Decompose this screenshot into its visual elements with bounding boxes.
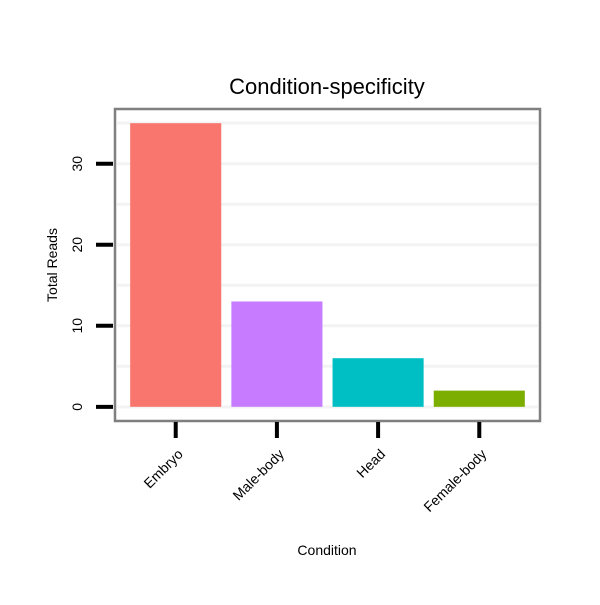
bar-embryo — [130, 123, 222, 407]
bar-female-body — [433, 390, 525, 407]
bar-head — [332, 358, 424, 407]
bar-male-body — [231, 301, 323, 407]
y-tick-label: 20 — [69, 237, 85, 253]
x-tick-label: Head — [353, 446, 388, 481]
chart-title: Condition-specificity — [229, 74, 425, 99]
y-tick-label: 30 — [69, 156, 85, 172]
y-tick-label: 0 — [69, 403, 85, 411]
x-tick-label: Female-body — [420, 446, 489, 515]
y-tick-label: 10 — [69, 318, 85, 334]
x-axis-label: Condition — [297, 542, 356, 558]
x-tick-label: Male-body — [229, 446, 287, 504]
x-tick-label: Embryo — [140, 446, 186, 492]
y-axis-label: Total Reads — [44, 228, 60, 302]
